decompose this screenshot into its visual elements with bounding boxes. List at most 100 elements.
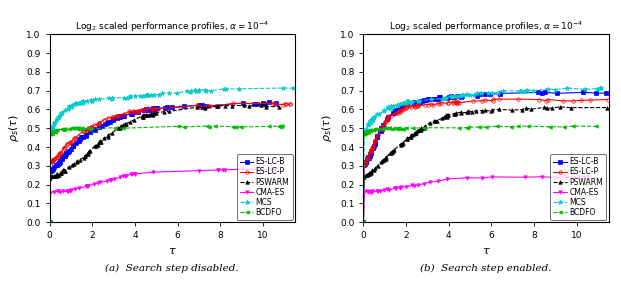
- BCDFO: [524, 125, 532, 128]
- ES-LC-B: [46, 221, 53, 224]
- BCDFO: [58, 127, 65, 131]
- CMA-ES: [90, 182, 97, 186]
- ES-LC-B: [368, 149, 375, 152]
- ES-LC-B: [272, 102, 279, 105]
- Line: CMA-ES: CMA-ES: [48, 168, 277, 224]
- ES-LC-P: [392, 111, 399, 115]
- CMA-ES: [426, 180, 433, 184]
- CMA-ES: [584, 175, 591, 179]
- CMA-ES: [122, 174, 129, 178]
- ES-LC-P: [604, 98, 612, 101]
- Line: PSWARM: PSWARM: [48, 103, 281, 224]
- CMA-ES: [271, 168, 279, 172]
- MCS: [470, 93, 478, 97]
- ES-LC-B: [60, 155, 67, 158]
- CMA-ES: [96, 180, 104, 184]
- MCS: [371, 115, 378, 118]
- ES-LC-B: [602, 91, 610, 95]
- CMA-ES: [117, 176, 124, 179]
- CMA-ES: [463, 176, 470, 180]
- CMA-ES: [551, 176, 558, 179]
- CMA-ES: [368, 189, 376, 193]
- CMA-ES: [83, 184, 91, 188]
- PSWARM: [377, 161, 384, 164]
- ES-LC-B: [397, 105, 404, 109]
- BCDFO: [360, 220, 367, 223]
- CMA-ES: [364, 191, 371, 194]
- MCS: [58, 111, 65, 115]
- Legend: ES-LC-B, ES-LC-P, PSWARM, CMA-ES, MCS, BCDFO: ES-LC-B, ES-LC-P, PSWARM, CMA-ES, MCS, B…: [237, 154, 292, 220]
- X-axis label: $\tau$: $\tau$: [482, 246, 491, 256]
- CMA-ES: [84, 184, 92, 188]
- CMA-ES: [214, 168, 222, 171]
- ES-LC-P: [66, 141, 74, 144]
- Line: ES-LC-B: ES-LC-B: [361, 90, 608, 223]
- ES-LC-B: [391, 110, 399, 114]
- CMA-ES: [238, 168, 246, 171]
- PSWARM: [256, 103, 264, 107]
- CMA-ES: [94, 181, 101, 185]
- PSWARM: [150, 111, 157, 115]
- Line: MCS: MCS: [47, 86, 295, 224]
- ES-LC-B: [266, 101, 273, 104]
- CMA-ES: [122, 174, 130, 178]
- CMA-ES: [381, 188, 388, 192]
- CMA-ES: [55, 190, 62, 193]
- PSWARM: [391, 148, 398, 152]
- BCDFO: [46, 220, 53, 223]
- CMA-ES: [268, 168, 275, 171]
- CMA-ES: [47, 191, 54, 194]
- ES-LC-B: [78, 135, 86, 138]
- CMA-ES: [374, 190, 381, 193]
- ES-LC-B: [360, 220, 367, 223]
- CMA-ES: [409, 184, 416, 187]
- CMA-ES: [360, 190, 368, 194]
- CMA-ES: [363, 190, 371, 193]
- CMA-ES: [580, 175, 587, 178]
- MCS: [166, 91, 173, 95]
- PSWARM: [61, 169, 68, 172]
- CMA-ES: [131, 172, 138, 176]
- CMA-ES: [128, 172, 135, 176]
- Line: CMA-ES: CMA-ES: [361, 175, 589, 224]
- CMA-ES: [402, 185, 410, 188]
- Y-axis label: $\rho_s(\tau)$: $\rho_s(\tau)$: [320, 114, 335, 142]
- CMA-ES: [103, 180, 111, 183]
- Line: ES-LC-B: ES-LC-B: [48, 101, 278, 224]
- PSWARM: [58, 171, 65, 174]
- ES-LC-P: [46, 220, 53, 224]
- MCS: [597, 87, 605, 90]
- Line: MCS: MCS: [361, 86, 604, 225]
- CMA-ES: [106, 178, 114, 181]
- BCDFO: [275, 125, 283, 128]
- X-axis label: $\tau$: $\tau$: [168, 246, 176, 256]
- ES-LC-B: [376, 129, 384, 133]
- CMA-ES: [410, 184, 417, 187]
- PSWARM: [468, 110, 476, 113]
- CMA-ES: [369, 190, 376, 193]
- ES-LC-P: [372, 139, 379, 142]
- Legend: ES-LC-B, ES-LC-P, PSWARM, CMA-ES, MCS, BCDFO: ES-LC-B, ES-LC-P, PSWARM, CMA-ES, MCS, B…: [550, 154, 606, 220]
- CMA-ES: [110, 178, 117, 181]
- BCDFO: [397, 127, 404, 131]
- CMA-ES: [396, 186, 404, 190]
- ES-LC-B: [450, 95, 458, 98]
- MCS: [55, 115, 62, 118]
- CMA-ES: [478, 176, 486, 180]
- ES-LC-P: [360, 221, 367, 224]
- CMA-ES: [214, 168, 222, 172]
- Title: Log$_2$ scaled performance profiles, $\alpha = 10^{-4}$: Log$_2$ scaled performance profiles, $\a…: [389, 20, 583, 34]
- CMA-ES: [373, 189, 380, 193]
- ES-LC-P: [286, 102, 294, 106]
- CMA-ES: [107, 178, 114, 182]
- CMA-ES: [392, 187, 399, 190]
- MCS: [373, 112, 381, 115]
- BCDFO: [394, 127, 401, 130]
- BCDFO: [67, 127, 75, 130]
- CMA-ES: [55, 190, 62, 193]
- ES-LC-P: [60, 146, 68, 150]
- BCDFO: [76, 126, 83, 130]
- Text: (a)  Search step disabled.: (a) Search step disabled.: [106, 264, 239, 273]
- CMA-ES: [71, 187, 78, 191]
- PSWARM: [46, 221, 53, 224]
